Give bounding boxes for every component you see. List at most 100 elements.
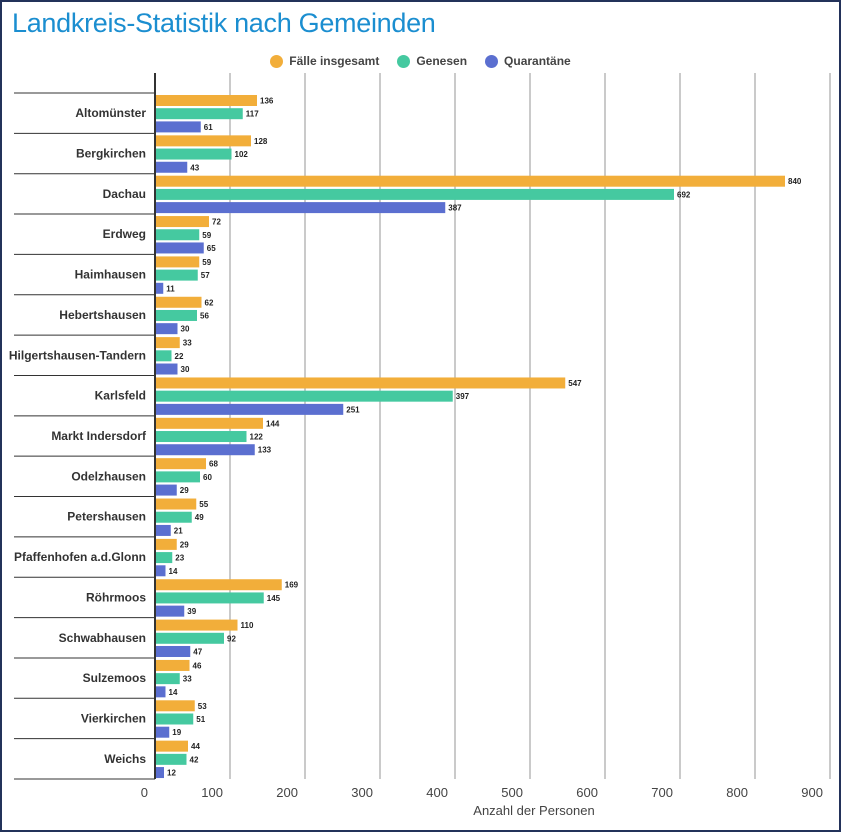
- legend-item[interactable]: Fälle insgesamt: [270, 54, 379, 68]
- category-label: Altomünster: [75, 106, 146, 120]
- data-label: 12: [167, 769, 176, 778]
- x-axis-title: Anzahl der Personen: [473, 803, 594, 818]
- bar-series-0: [156, 538, 177, 550]
- data-label: 33: [183, 675, 192, 684]
- x-tick-label: 200: [276, 785, 298, 800]
- bar-series-1: [156, 229, 200, 241]
- data-label: 29: [180, 486, 189, 495]
- bar-series-2: [156, 524, 171, 536]
- bar-series-0: [156, 619, 238, 631]
- data-label: 14: [169, 688, 178, 697]
- legend-swatch: [485, 54, 499, 68]
- data-label: 43: [190, 163, 199, 172]
- data-label: 547: [568, 379, 582, 388]
- bar-series-2: [156, 161, 188, 173]
- data-label: 59: [202, 258, 211, 267]
- bar-series-0: [156, 135, 251, 147]
- category-label: Schwabhausen: [59, 631, 146, 645]
- data-label: 51: [196, 715, 205, 724]
- data-label: 30: [181, 325, 190, 334]
- legend: Fälle insgesamt Genesen Quarantäne: [0, 54, 841, 68]
- data-label: 387: [448, 204, 462, 213]
- data-label: 53: [198, 702, 207, 711]
- category-label: Dachau: [103, 187, 146, 201]
- data-label: 56: [200, 311, 209, 320]
- data-label: 102: [235, 150, 249, 159]
- bar-series-0: [156, 740, 188, 752]
- category-label: Haimhausen: [75, 268, 146, 282]
- bar-series-2: [156, 767, 164, 779]
- bar-series-1: [156, 188, 674, 200]
- legend-label: Quarantäne: [504, 54, 571, 68]
- data-label: 251: [346, 405, 360, 414]
- category-label: Vierkirchen: [81, 711, 146, 725]
- category-label: Sulzemoos: [83, 671, 147, 685]
- bar-series-2: [156, 323, 178, 335]
- data-label: 68: [209, 460, 218, 469]
- data-label: 19: [172, 728, 181, 737]
- bar-series-2: [156, 726, 170, 738]
- bar-series-1: [156, 632, 224, 644]
- data-label: 33: [183, 339, 192, 348]
- category-label: Markt Indersdorf: [51, 429, 147, 443]
- data-label: 39: [187, 607, 196, 616]
- legend-item[interactable]: Genesen: [397, 54, 467, 68]
- bar-series-1: [156, 673, 180, 685]
- category-label: Bergkirchen: [76, 147, 146, 161]
- bar-series-0: [156, 659, 190, 671]
- x-tick-label: 0: [141, 785, 148, 800]
- bar-series-0: [156, 216, 209, 228]
- data-label: 136: [260, 97, 274, 106]
- data-label: 11: [166, 284, 175, 293]
- bar-series-1: [156, 713, 194, 725]
- bar-series-2: [156, 121, 201, 133]
- data-label: 29: [180, 540, 189, 549]
- bar-series-1: [156, 471, 200, 483]
- data-label: 47: [193, 647, 202, 656]
- bar-series-2: [156, 444, 255, 456]
- bar-series-1: [156, 390, 453, 402]
- bar-series-1: [156, 753, 187, 765]
- data-label: 110: [241, 621, 254, 630]
- data-label: 59: [202, 231, 211, 240]
- x-tick-label: 800: [726, 785, 748, 800]
- bar-series-1: [156, 309, 197, 321]
- category-label: Weichs: [104, 752, 146, 766]
- bar-series-2: [156, 363, 178, 375]
- bar-series-2: [156, 565, 166, 577]
- data-label: 61: [204, 123, 213, 132]
- data-label: 46: [193, 661, 202, 670]
- x-tick-label: 700: [651, 785, 673, 800]
- category-label: Hilgertshausen-Tandern: [9, 348, 146, 362]
- category-label: Karlsfeld: [95, 389, 146, 403]
- legend-swatch: [270, 54, 284, 68]
- bar-series-2: [156, 282, 164, 294]
- bar-series-0: [156, 417, 263, 429]
- chart-title: Landkreis-Statistik nach Gemeinden: [12, 8, 436, 38]
- category-label: Erdweg: [103, 227, 146, 241]
- bar-series-0: [156, 296, 202, 308]
- bar-series-0: [156, 95, 257, 106]
- data-label: 692: [677, 190, 691, 199]
- data-label: 145: [267, 594, 281, 603]
- data-label: 21: [174, 526, 183, 535]
- bar-series-2: [156, 645, 191, 657]
- bar-series-1: [156, 431, 247, 443]
- x-tick-label: 900: [801, 785, 823, 800]
- bar-series-0: [156, 458, 206, 470]
- x-tick-label: 400: [426, 785, 448, 800]
- data-label: 92: [227, 634, 236, 643]
- data-label: 122: [250, 433, 264, 442]
- legend-item[interactable]: Quarantäne: [485, 54, 571, 68]
- data-label: 30: [181, 365, 190, 374]
- bar-series-1: [156, 552, 173, 564]
- x-tick-label: 100: [201, 785, 223, 800]
- category-label: Hebertshausen: [59, 308, 146, 322]
- data-label: 22: [175, 352, 184, 361]
- bar-series-1: [156, 350, 172, 362]
- legend-swatch: [397, 54, 411, 68]
- bar-series-1: [156, 108, 243, 120]
- data-label: 65: [207, 244, 216, 253]
